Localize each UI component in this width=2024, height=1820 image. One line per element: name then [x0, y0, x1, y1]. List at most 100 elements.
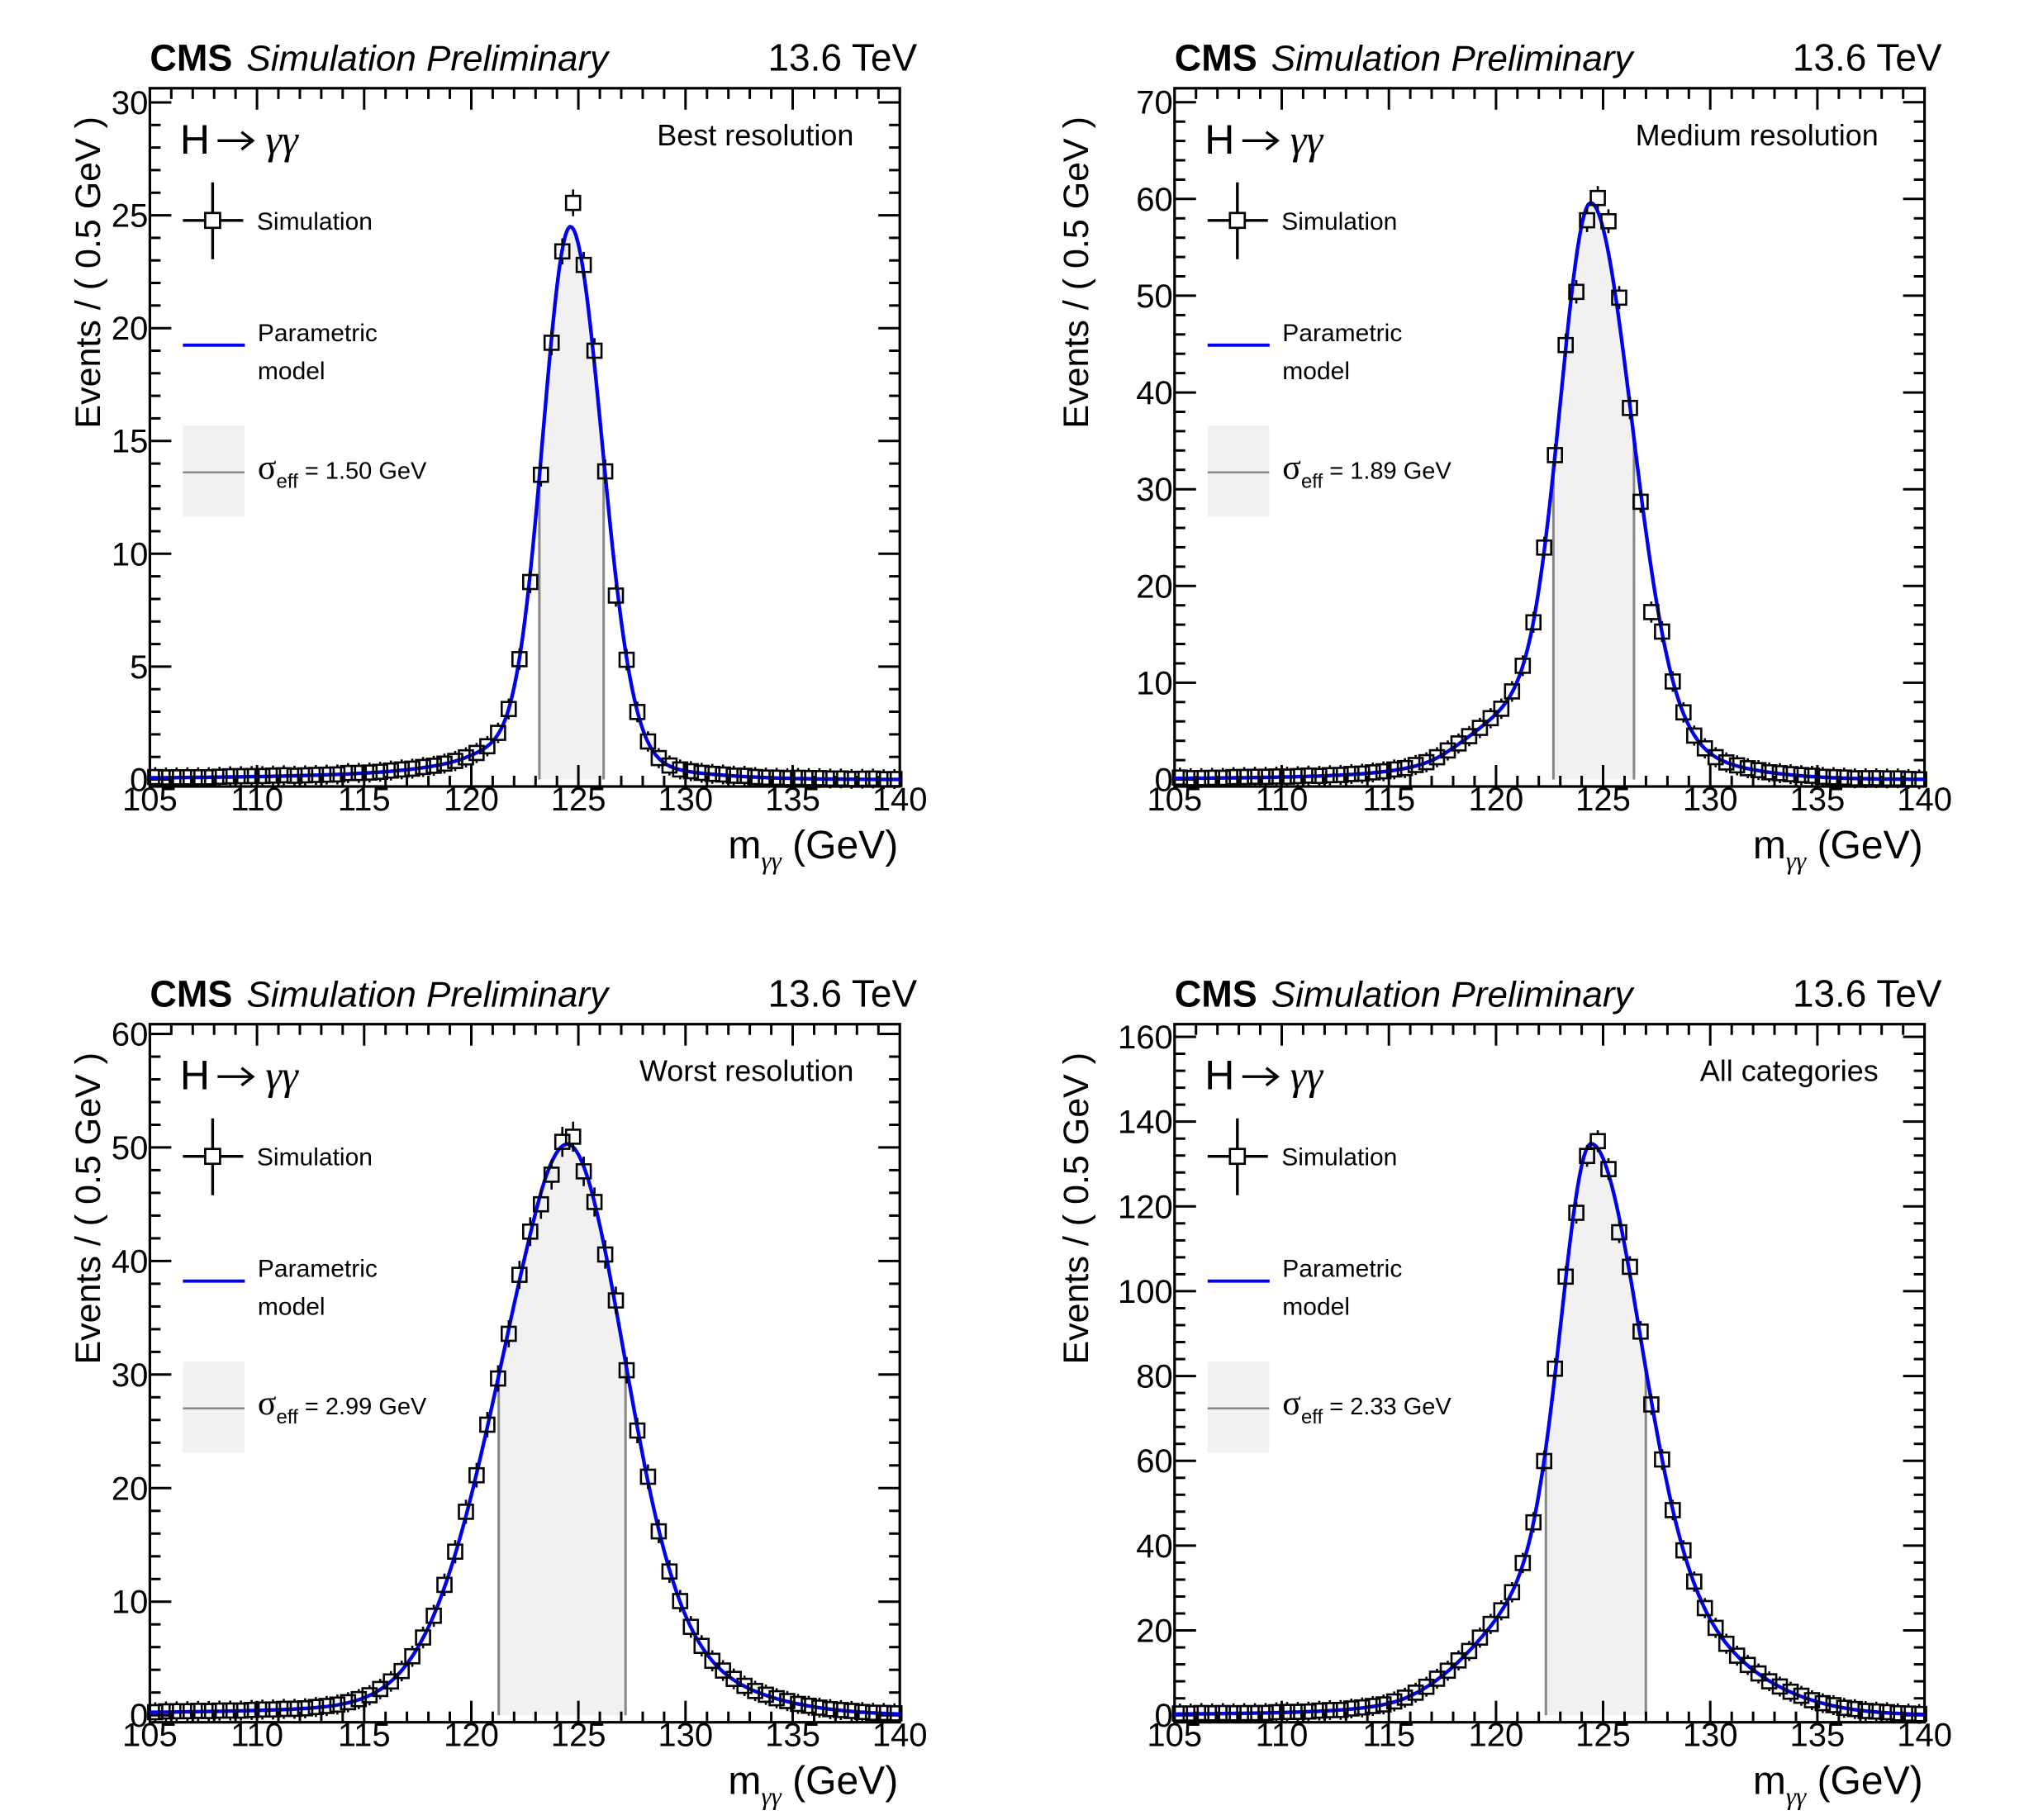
svg-text:135: 135 — [1790, 782, 1846, 818]
svg-text:Simulation Preliminary: Simulation Preliminary — [1271, 39, 1636, 79]
svg-text:125: 125 — [1575, 1718, 1631, 1754]
svg-text:50: 50 — [1136, 278, 1173, 315]
svg-text:10: 10 — [1136, 665, 1173, 701]
svg-text:60: 60 — [1136, 1443, 1173, 1480]
svg-text:110: 110 — [1256, 1718, 1309, 1754]
svg-text:105: 105 — [122, 782, 178, 818]
svg-text:13.6 TeV: 13.6 TeV — [767, 36, 917, 79]
svg-text:135: 135 — [765, 782, 820, 818]
svg-text:140: 140 — [1118, 1105, 1173, 1141]
svg-text:H: H — [180, 116, 210, 163]
svg-text:mγγ (GeV): mγγ (GeV) — [728, 1760, 898, 1811]
svg-text:13.6 TeV: 13.6 TeV — [767, 972, 917, 1015]
svg-text:40: 40 — [112, 1243, 149, 1280]
svg-text:5: 5 — [130, 649, 148, 686]
svg-text:20: 20 — [1136, 1613, 1173, 1650]
svg-text:110: 110 — [230, 782, 283, 818]
svg-text:Simulation: Simulation — [257, 1144, 373, 1171]
svg-text:Simulation: Simulation — [1281, 1144, 1397, 1171]
svg-text:γγ: γγ — [265, 1053, 299, 1099]
svg-text:Simulation Preliminary: Simulation Preliminary — [246, 974, 611, 1015]
svg-text:115: 115 — [338, 782, 391, 818]
svg-text:0: 0 — [1155, 763, 1173, 799]
svg-text:CMS: CMS — [1175, 972, 1257, 1015]
svg-text:140: 140 — [1897, 782, 1952, 818]
svg-text:120: 120 — [444, 1718, 499, 1754]
svg-text:13.6 TeV: 13.6 TeV — [1793, 36, 1942, 79]
svg-text:100: 100 — [1118, 1274, 1173, 1310]
svg-text:Simulation Preliminary: Simulation Preliminary — [1271, 974, 1636, 1015]
svg-text:120: 120 — [1118, 1189, 1173, 1225]
svg-text:125: 125 — [551, 1718, 606, 1754]
svg-text:130: 130 — [1683, 1718, 1738, 1754]
svg-text:0: 0 — [130, 1698, 148, 1734]
svg-text:Parametric: Parametric — [258, 320, 378, 347]
svg-text:140: 140 — [872, 1718, 928, 1754]
svg-text:30: 30 — [112, 1357, 149, 1394]
svg-text:25: 25 — [112, 198, 149, 235]
svg-text:135: 135 — [765, 1718, 820, 1754]
svg-text:Best resolution: Best resolution — [657, 118, 853, 152]
svg-text:Events / ( 0.5 GeV ): Events / ( 0.5 GeV ) — [69, 1053, 108, 1365]
svg-text:20: 20 — [1136, 568, 1173, 605]
svg-text:model: model — [258, 358, 325, 385]
svg-text:mγγ (GeV): mγγ (GeV) — [1753, 1760, 1923, 1811]
svg-text:0: 0 — [1155, 1698, 1173, 1734]
svg-text:20: 20 — [112, 311, 149, 347]
svg-text:60: 60 — [1136, 182, 1173, 218]
svg-text:80: 80 — [1136, 1359, 1173, 1395]
svg-text:40: 40 — [1136, 375, 1173, 411]
svg-text:CMS: CMS — [150, 972, 232, 1015]
svg-text:Events / ( 0.5 GeV ): Events / ( 0.5 GeV ) — [69, 116, 108, 429]
svg-text:115: 115 — [1362, 782, 1415, 818]
svg-text:120: 120 — [1469, 1718, 1524, 1754]
svg-text:130: 130 — [1683, 782, 1738, 818]
svg-text:115: 115 — [338, 1718, 391, 1754]
svg-text:Parametric: Parametric — [1282, 320, 1402, 347]
svg-text:105: 105 — [1147, 782, 1202, 818]
svg-text:110: 110 — [230, 1718, 283, 1754]
svg-text:Worst resolution: Worst resolution — [639, 1054, 853, 1088]
svg-text:γγ: γγ — [265, 116, 299, 163]
svg-text:Simulation Preliminary: Simulation Preliminary — [246, 39, 611, 79]
svg-text:model: model — [1282, 358, 1350, 385]
svg-text:20: 20 — [112, 1471, 149, 1507]
svg-text:Events / ( 0.5 GeV ): Events / ( 0.5 GeV ) — [1057, 1053, 1096, 1365]
svg-text:110: 110 — [1256, 782, 1309, 818]
svg-text:CMS: CMS — [150, 37, 232, 79]
svg-text:Simulation: Simulation — [1281, 208, 1397, 235]
svg-text:H: H — [1204, 116, 1234, 163]
svg-text:70: 70 — [1136, 85, 1173, 121]
svg-text:13.6 TeV: 13.6 TeV — [1793, 972, 1942, 1015]
svg-text:0: 0 — [130, 763, 148, 799]
svg-text:105: 105 — [1147, 1718, 1202, 1754]
svg-text:Parametric: Parametric — [258, 1256, 378, 1283]
svg-text:10: 10 — [112, 1585, 149, 1621]
svg-text:10: 10 — [112, 536, 149, 573]
svg-text:H: H — [180, 1053, 210, 1099]
svg-text:130: 130 — [658, 782, 713, 818]
svg-text:15: 15 — [112, 424, 149, 460]
svg-text:γγ: γγ — [1290, 1053, 1324, 1099]
svg-text:Medium resolution: Medium resolution — [1636, 118, 1879, 152]
svg-text:30: 30 — [112, 85, 149, 121]
svg-text:160: 160 — [1118, 1019, 1173, 1056]
svg-text:105: 105 — [122, 1718, 178, 1754]
svg-text:130: 130 — [658, 1718, 713, 1754]
svg-text:140: 140 — [1897, 1718, 1952, 1754]
svg-text:115: 115 — [1362, 1718, 1415, 1754]
svg-text:model: model — [258, 1294, 325, 1321]
svg-text:125: 125 — [551, 782, 606, 818]
svg-text:Parametric: Parametric — [1282, 1256, 1402, 1283]
svg-text:H: H — [1204, 1053, 1234, 1099]
svg-text:30: 30 — [1136, 472, 1173, 508]
svg-text:CMS: CMS — [1175, 37, 1257, 79]
svg-text:All categories: All categories — [1700, 1054, 1879, 1088]
svg-text:mγγ (GeV): mγγ (GeV) — [1753, 824, 1923, 875]
svg-text:135: 135 — [1790, 1718, 1846, 1754]
svg-text:120: 120 — [444, 782, 499, 818]
svg-text:50: 50 — [112, 1130, 149, 1167]
svg-text:140: 140 — [872, 782, 928, 818]
svg-text:γγ: γγ — [1290, 116, 1324, 163]
svg-text:mγγ (GeV): mγγ (GeV) — [728, 824, 898, 875]
